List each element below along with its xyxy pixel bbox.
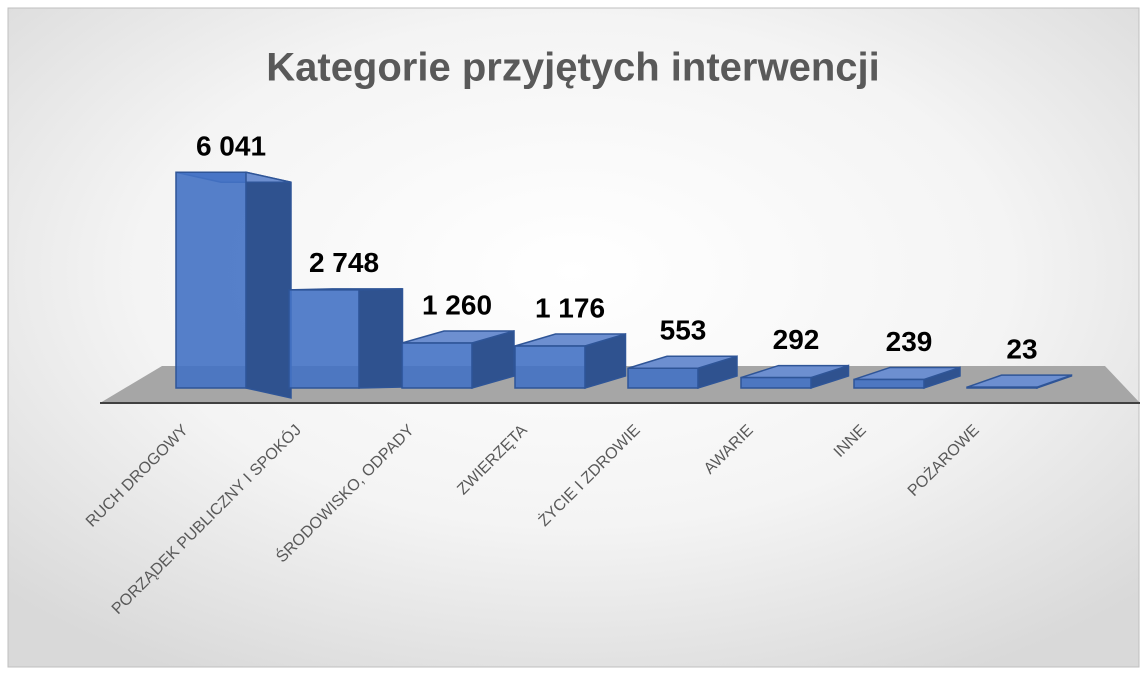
value-label: 23 — [1006, 334, 1037, 365]
value-label: 1 176 — [535, 292, 605, 323]
value-label: 553 — [660, 315, 707, 346]
bar-front — [740, 376, 812, 389]
chart-title: Kategorie przyjętych interwencji — [266, 46, 880, 90]
bar — [288, 288, 404, 389]
value-label: 1 260 — [422, 289, 492, 320]
bar — [966, 374, 1073, 390]
bar — [853, 366, 961, 390]
value-label: 292 — [773, 324, 820, 355]
bar — [740, 364, 850, 390]
bar — [401, 330, 515, 389]
bar-front — [401, 342, 473, 389]
bar — [514, 332, 627, 390]
bar-front — [288, 289, 360, 389]
bar — [627, 355, 738, 390]
bar-front — [627, 367, 699, 389]
bar-side — [358, 288, 404, 389]
bar-side — [245, 171, 292, 399]
bar — [175, 171, 292, 399]
bar-front — [966, 386, 1038, 389]
bar-front — [514, 345, 586, 389]
bar-front — [175, 171, 247, 389]
value-label: 6 041 — [196, 131, 266, 162]
value-label: 239 — [886, 326, 933, 357]
value-label: 2 748 — [309, 247, 379, 278]
bar-front — [853, 378, 925, 389]
